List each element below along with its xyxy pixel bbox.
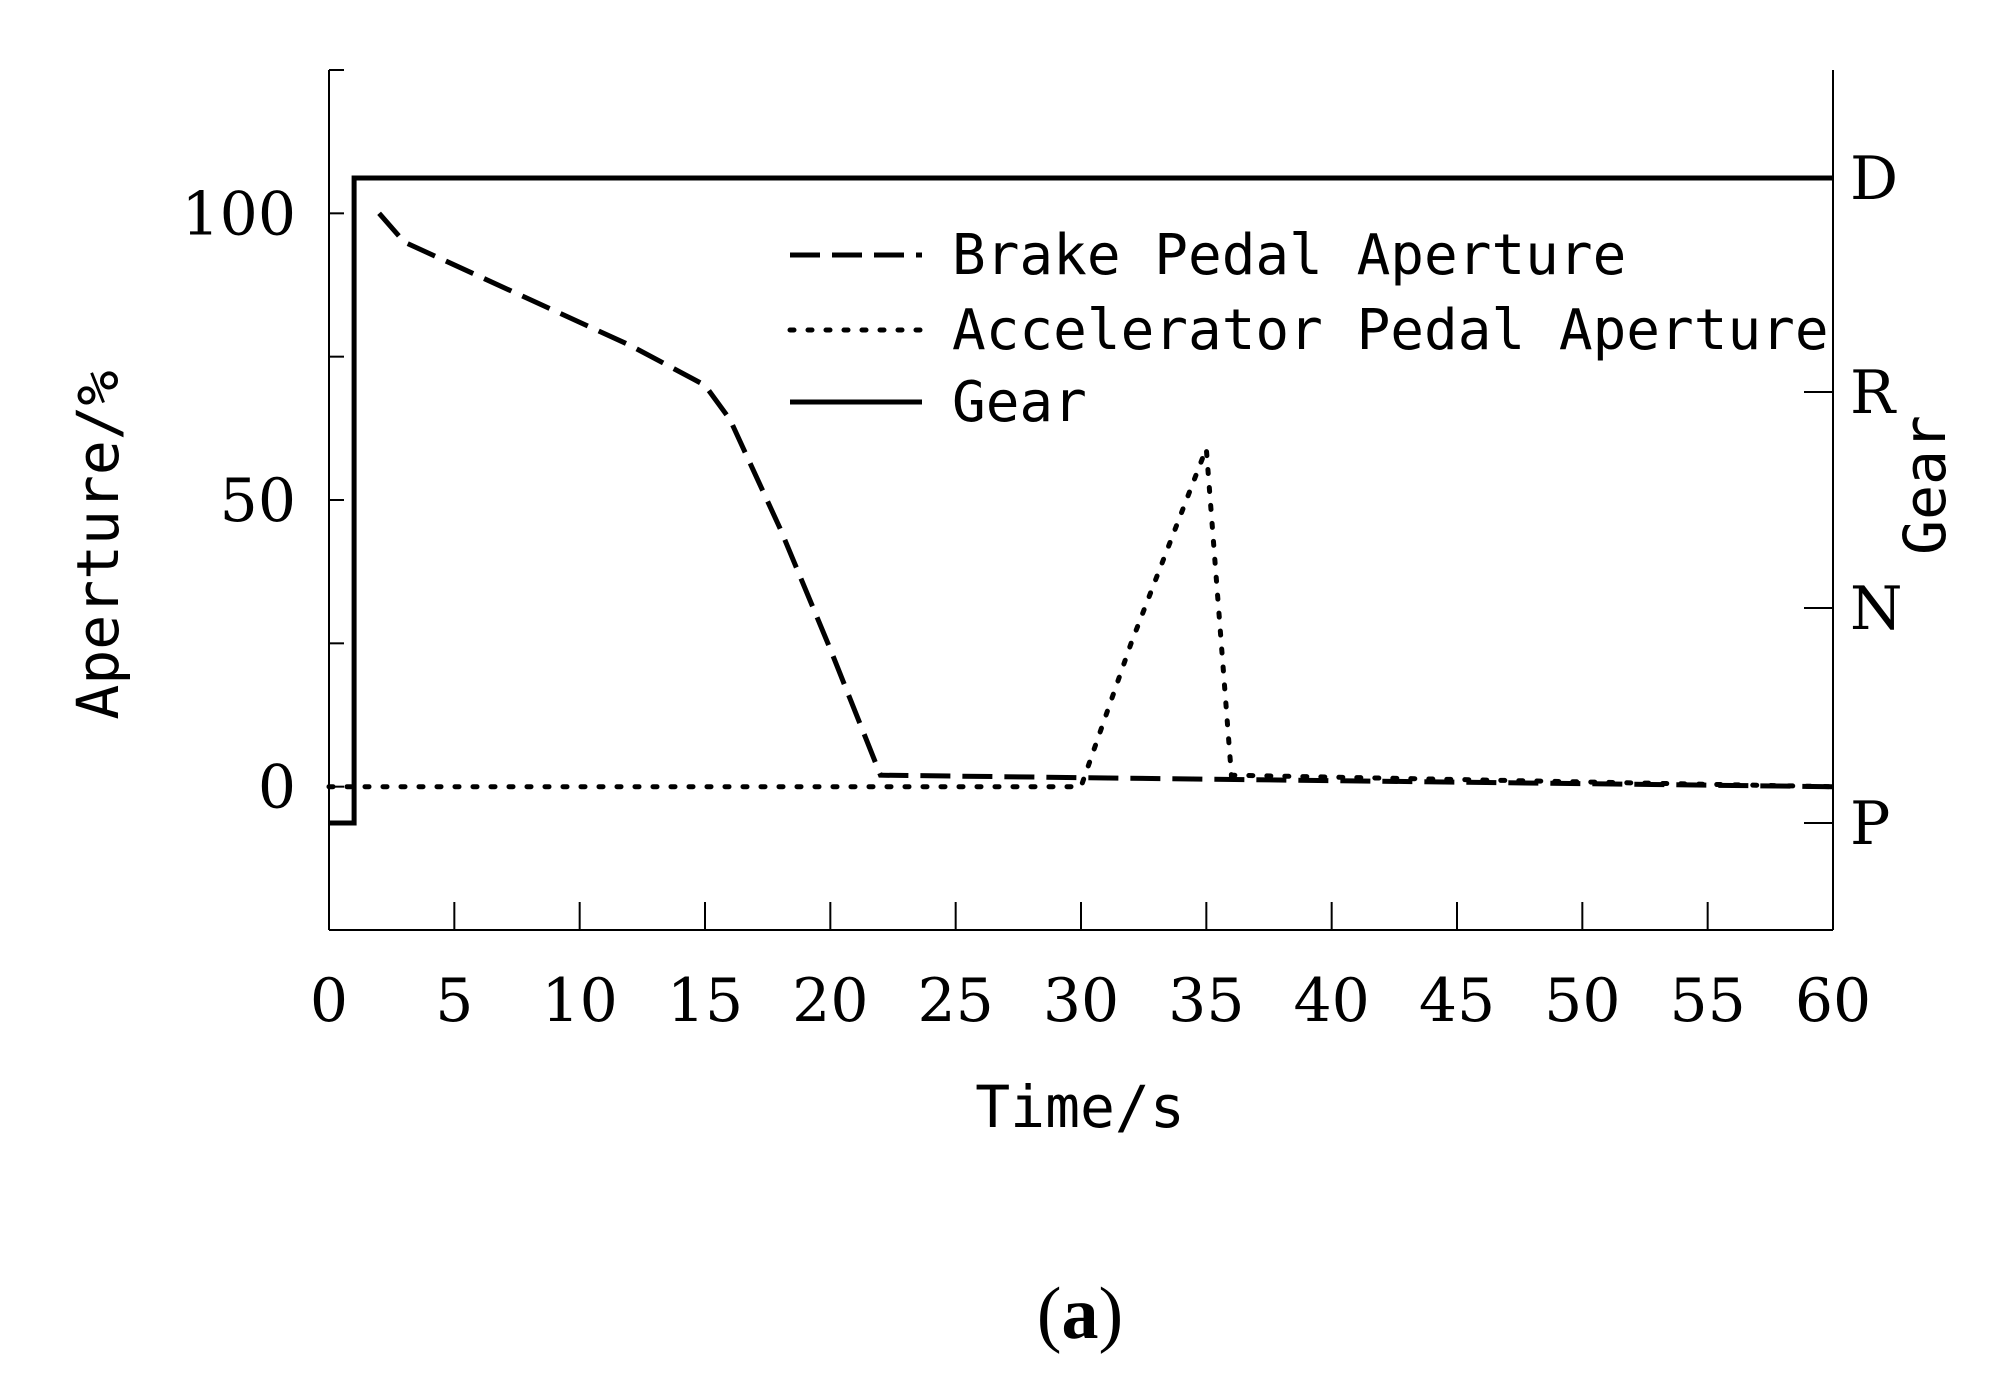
y2-tick-label: N — [1850, 574, 1903, 644]
y2-tick-label: R — [1850, 358, 1897, 428]
legend-label: Brake Pedal Aperture — [952, 223, 1626, 288]
x-axis-title: Time/s — [975, 1073, 1185, 1141]
x-tick-label: 0 — [310, 966, 348, 1036]
y-tick-label: 100 — [181, 179, 296, 249]
x-tick-label: 45 — [1419, 966, 1495, 1036]
x-tick-label: 25 — [917, 966, 993, 1036]
x-tick-label: 5 — [435, 966, 473, 1036]
x-tick-label: 60 — [1795, 966, 1871, 1036]
x-tick-label: 50 — [1544, 966, 1620, 1036]
x-tick-label: 15 — [667, 966, 743, 1036]
series-gear — [329, 175, 1833, 826]
x-axis-ticks: 0 5 10 15 20 25 30 35 40 45 50 55 60 — [310, 902, 1871, 1036]
caption-letter: a — [1062, 1273, 1099, 1355]
x-tick-label: 35 — [1168, 966, 1244, 1036]
caption-open: ( — [1037, 1273, 1062, 1355]
y2-tick-label: P — [1850, 789, 1890, 859]
series-lines — [326, 175, 1836, 826]
x-tick-label: 20 — [792, 966, 868, 1036]
y2-axis-ticks: D R N P — [1804, 144, 1903, 859]
legend-label: Accelerator Pedal Aperture — [952, 298, 1829, 363]
series-accelerator-pedal-aperture — [326, 447, 1836, 790]
x-tick-label: 40 — [1293, 966, 1369, 1036]
y2-tick-label: D — [1850, 144, 1898, 214]
legend-label: Gear — [952, 370, 1087, 435]
y2-axis-title: Gear — [1891, 415, 1959, 555]
x-tick-label: 30 — [1043, 966, 1119, 1036]
figure-caption: (a) — [1037, 1273, 1123, 1355]
y-axis-ticks: 0 50 100 — [181, 69, 344, 823]
y-tick-label: 0 — [258, 753, 296, 823]
caption-close: ) — [1099, 1273, 1124, 1355]
series-brake-pedal-aperture — [377, 211, 1834, 790]
axes-frame — [328, 70, 1834, 931]
y-tick-label: 50 — [220, 466, 296, 536]
x-tick-label: 55 — [1669, 966, 1745, 1036]
y-axis-title: Aperture/% — [64, 370, 132, 719]
x-tick-label: 10 — [541, 966, 617, 1036]
legend: Brake Pedal Aperture Accelerator Pedal Ap… — [787, 223, 1829, 435]
